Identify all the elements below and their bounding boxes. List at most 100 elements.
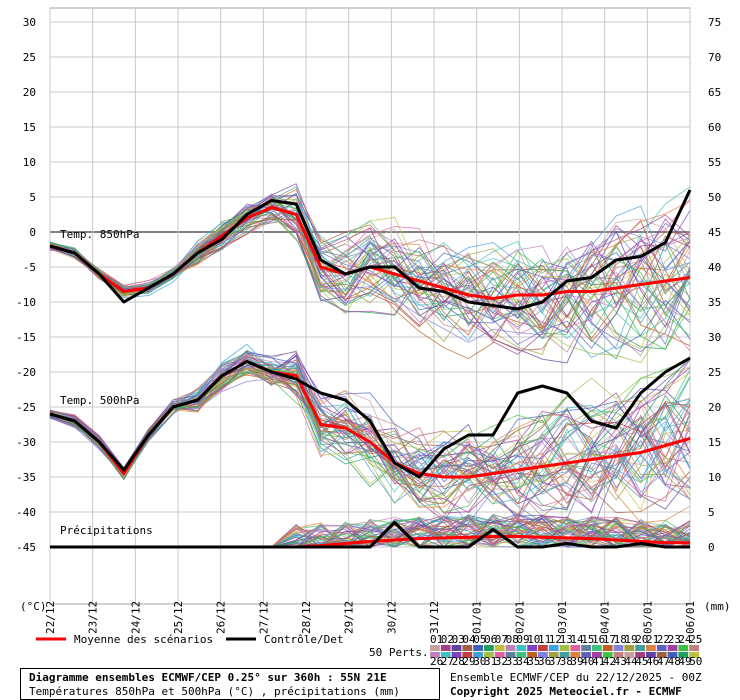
main-series	[49, 189, 692, 549]
right-tick-label: 50	[708, 191, 721, 204]
member-line-t500	[49, 362, 691, 487]
pert-swatch	[538, 645, 548, 651]
plot-frame	[49, 7, 691, 605]
pert-number: 38	[560, 655, 573, 668]
x-tick-label: 23/12	[87, 601, 100, 634]
pert-number: 49	[678, 655, 691, 668]
pert-swatch	[548, 645, 559, 651]
pert-number: 11	[538, 633, 551, 646]
panel-label-t500: Temp. 500hPa	[60, 394, 139, 407]
pert-number: 14	[570, 633, 584, 646]
pert-number: 13	[560, 633, 573, 646]
pert-number: 01	[430, 633, 443, 646]
member-line-t850	[49, 193, 691, 344]
pert-swatch	[430, 652, 440, 658]
pert-number: 50	[689, 655, 702, 668]
member-line-t850	[49, 201, 691, 337]
left-tick-label: -15	[16, 331, 36, 344]
pert-number: 02	[441, 633, 454, 646]
footer-title: Diagramme ensembles ECMWF/CEP 0.25° sur …	[29, 671, 387, 684]
pert-number: 37	[549, 655, 562, 668]
pert-number: 47	[657, 655, 670, 668]
pert-number: 29	[462, 655, 475, 668]
right-unit-label: (mm)	[704, 600, 731, 613]
left-unit-label: (°C)	[20, 600, 47, 613]
pert-number: 16	[592, 633, 605, 646]
member-line-t500	[49, 355, 691, 503]
pert-swatch	[635, 645, 645, 651]
pert-swatch	[635, 652, 645, 658]
x-tick-label: 22/12	[44, 601, 57, 634]
pert-swatch	[602, 652, 613, 658]
pert-swatch	[667, 652, 678, 658]
pert-swatch	[484, 652, 494, 658]
legend-control-label: Contrôle/Det	[264, 633, 343, 646]
x-tick-label: 24/12	[129, 601, 142, 634]
left-tick-label: -45	[16, 541, 36, 554]
panel-label-t850: Temp. 850hPa	[60, 228, 139, 241]
member-line-t850	[49, 209, 691, 360]
pert-swatch	[624, 652, 635, 658]
pert-swatch	[678, 652, 689, 658]
pert-swatch	[602, 645, 613, 651]
left-tick-label: -25	[16, 401, 36, 414]
right-tick-label: 75	[708, 16, 721, 29]
pert-number: 39	[570, 655, 583, 668]
pert-number: 35	[527, 655, 540, 668]
member-line-t850	[49, 197, 691, 358]
x-tick-label: 02/01	[513, 601, 526, 634]
pert-number: 31	[484, 655, 497, 668]
pert-swatch	[646, 645, 656, 651]
pert-swatch	[494, 652, 505, 658]
pert-number: 34	[516, 655, 530, 668]
perts-label: 50 Perts.	[369, 646, 429, 659]
pert-number: 42	[603, 655, 616, 668]
pert-swatch	[624, 645, 635, 651]
footer-info-box: Diagramme ensembles ECMWF/CEP 0.25° sur …	[20, 668, 440, 700]
x-tick-label: 25/12	[172, 601, 185, 634]
left-tick-label: 15	[23, 121, 36, 134]
right-tick-label: 15	[708, 436, 721, 449]
pert-swatch	[516, 645, 527, 651]
pert-swatch	[570, 652, 581, 658]
x-tick-label: 31/12	[428, 601, 441, 634]
footer-copyright: Copyright 2025 Meteociel.fr - ECMWF	[450, 685, 682, 698]
pert-number: 40	[581, 655, 594, 668]
pert-number: 48	[668, 655, 681, 668]
panel-label-precip: Précipitations	[60, 524, 153, 537]
member-line-t500	[49, 355, 691, 511]
left-tick-label: -40	[16, 506, 36, 519]
pert-number: 03	[452, 633, 465, 646]
pert-swatch	[581, 645, 591, 651]
x-tick-label: 28/12	[300, 601, 313, 634]
pert-number: 43	[614, 655, 627, 668]
left-tick-label: -20	[16, 366, 36, 379]
perts-swatches: 01 26 02 27 03 28 04 29 05 30 06 31 07 32 08 33 09 34 10 35…	[430, 633, 702, 668]
pert-swatch	[613, 645, 624, 651]
right-tick-label: 20	[708, 401, 721, 414]
member-line-t850	[49, 197, 691, 331]
pert-swatch	[473, 645, 483, 651]
pert-number: 41	[592, 655, 605, 668]
right-tick-label: 65	[708, 86, 721, 99]
pert-swatch	[559, 652, 570, 658]
right-tick-label: 40	[708, 261, 721, 274]
pert-number: 25	[689, 633, 702, 646]
pert-number: 45	[635, 655, 648, 668]
pert-swatch	[451, 652, 462, 658]
pert-number: 28	[452, 655, 465, 668]
pert-number: 36	[538, 655, 551, 668]
pert-swatch	[527, 652, 537, 658]
pert-number: 09	[516, 633, 529, 646]
x-tick-label: 01/01	[471, 601, 484, 634]
pert-number: 33	[506, 655, 519, 668]
pert-swatch	[656, 645, 667, 651]
pert-swatch	[430, 645, 440, 651]
member-line-t500	[49, 362, 691, 524]
x-tick-label: 30/12	[385, 601, 398, 634]
pert-swatch	[505, 652, 516, 658]
right-tick-label: 55	[708, 156, 721, 169]
pert-number: 21	[646, 633, 659, 646]
pert-number: 17	[603, 633, 616, 646]
